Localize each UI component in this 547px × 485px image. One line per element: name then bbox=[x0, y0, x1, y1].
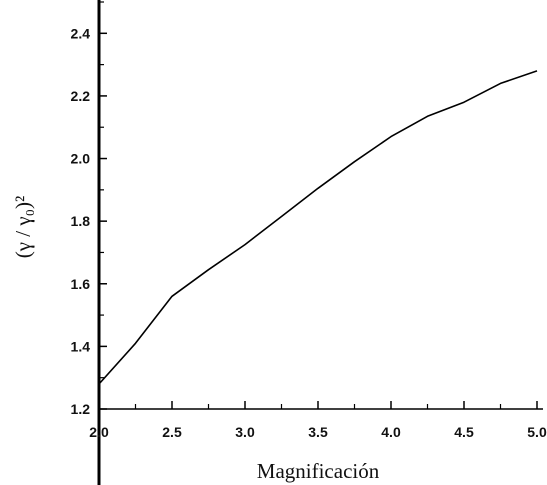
x-tick-label: 5.0 bbox=[527, 424, 547, 440]
y-tick-label: 1.6 bbox=[71, 276, 91, 292]
axis-labels: Magnificación (γ / γ₀)² bbox=[11, 196, 380, 483]
x-tick-label: 2.0 bbox=[89, 424, 109, 440]
x-tick-label: 4.0 bbox=[381, 424, 401, 440]
data-series-line bbox=[98, 70, 538, 385]
axes: 1.2 1.4 1.6 1.8 2.0 2.2 2.4 2.0 2.5 3.0 3.5 4.0 4.5 5… bbox=[71, 0, 547, 485]
y-tick-label: 2.0 bbox=[71, 151, 91, 167]
y-tick-label: 2.4 bbox=[71, 25, 91, 41]
y-tick-label: 1.8 bbox=[71, 213, 91, 229]
x-tick-label: 3.0 bbox=[235, 424, 255, 440]
x-tick-label: 3.5 bbox=[308, 424, 328, 440]
y-tick-label: 1.2 bbox=[71, 401, 91, 417]
plot-area bbox=[98, 70, 538, 385]
x-axis-title: Magnificación bbox=[257, 459, 380, 483]
y-axis-title: (γ / γ₀)² bbox=[11, 196, 35, 259]
x-tick-label: 4.5 bbox=[454, 424, 474, 440]
y-tick-label: 1.4 bbox=[71, 338, 91, 354]
y-tick-label: 2.2 bbox=[71, 88, 91, 104]
x-tick-label: 2.5 bbox=[162, 424, 182, 440]
